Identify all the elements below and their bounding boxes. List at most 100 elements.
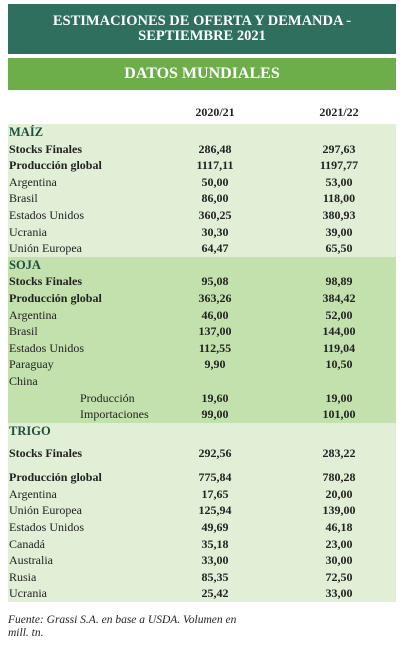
column-header-2021-22: 2021/22: [319, 105, 359, 119]
table-row: Stocks Finales 95,08 98,89: [8, 273, 396, 290]
row-value-2020-21: 292,56: [198, 446, 232, 461]
table-row: Canadá 35,18 23,00: [8, 536, 396, 553]
row-value-2021-22: 144,00: [322, 324, 356, 339]
row-label: Unión Europea: [9, 241, 82, 256]
row-value-2021-22: 30,00: [325, 553, 353, 568]
table-row: Stocks Finales 292,56 283,22: [8, 439, 396, 463]
table-row: Argentina 17,65 20,00: [8, 486, 396, 503]
section-soja: SOJA Stocks Finales 95,08 98,89 Producci…: [8, 256, 396, 423]
table-row: Rusia 85,35 72,50: [8, 569, 396, 586]
row-value-2020-21: 9,90: [204, 357, 226, 372]
row-label: Australia: [9, 553, 53, 568]
row-value-2021-22: 39,00: [325, 224, 353, 239]
row-value-2020-21: 99,00: [201, 407, 229, 422]
table-row: Brasil 86,00 118,00: [8, 190, 396, 207]
row-label: Producción global: [9, 290, 102, 305]
row-value-2021-22: 46,18: [325, 520, 353, 535]
row-value-2021-22: 23,00: [325, 536, 353, 551]
source-note: Fuente: Grassi S.A. en base a USDA. Volu…: [8, 614, 237, 640]
table-row: Argentina 46,00 52,00: [8, 307, 396, 324]
row-value-2020-21: 1117,11: [196, 158, 234, 173]
table-row: Brasil 137,00 144,00: [8, 323, 396, 340]
section-title: SOJA: [8, 257, 396, 274]
row-value-2020-21: 46,00: [201, 307, 229, 322]
table-row: Unión Europea 64,47 65,50: [8, 240, 396, 257]
row-label: Unión Europea: [9, 503, 82, 518]
table-row: Producción 19,60 19,00: [8, 390, 396, 407]
column-headers: 2020/21 2021/22: [8, 90, 396, 124]
row-label: Producción: [80, 390, 135, 405]
row-label: China: [9, 373, 38, 388]
table-row: Estados Unidos 360,25 380,93: [8, 207, 396, 224]
row-label: Argentina: [9, 307, 57, 322]
row-label: Stocks Finales: [9, 274, 83, 289]
section-maiz: MAÍZ Stocks Finales 286,48 297,63 Produc…: [8, 124, 396, 257]
table-title: ESTIMACIONES DE OFERTA Y DEMANDA - SEPTI…: [8, 4, 396, 54]
row-value-2020-21: 17,65: [201, 486, 229, 501]
row-value-2020-21: 125,94: [198, 503, 232, 518]
row-label: Canadá: [9, 536, 45, 551]
row-label: Argentina: [9, 174, 57, 189]
row-label: Rusia: [9, 569, 37, 584]
row-label: Brasil: [9, 324, 38, 339]
row-value-2020-21: 50,00: [201, 174, 229, 189]
row-value-2020-21: 25,42: [201, 586, 229, 601]
row-value-2021-22: 65,50: [325, 241, 353, 256]
row-label: Stocks Finales: [9, 446, 83, 461]
row-label: Producción global: [9, 158, 102, 173]
row-label: Ucrania: [9, 586, 47, 601]
row-value-2021-22: 119,04: [322, 340, 356, 355]
row-value-2020-21: 363,26: [198, 290, 232, 305]
row-value-2021-22: 20,00: [325, 486, 353, 501]
row-value-2020-21: 33,00: [201, 553, 229, 568]
row-label: Importaciones: [80, 407, 149, 422]
row-value-2020-21: 95,08: [201, 274, 229, 289]
table-row: Producción global 1117,11 1197,77: [8, 157, 396, 174]
row-value-2020-21: 360,25: [198, 207, 232, 222]
table-title-line1: ESTIMACIONES DE OFERTA Y DEMANDA -: [52, 13, 352, 29]
row-label: Brasil: [9, 191, 38, 206]
table-row: Producción global 775,84 780,28: [8, 469, 396, 486]
section-title-label: TRIGO: [9, 423, 51, 438]
row-value-2020-21: 286,48: [198, 141, 232, 156]
section-title: TRIGO: [8, 423, 396, 440]
row-label: Estados Unidos: [9, 340, 84, 355]
row-value-2021-22: 283,22: [322, 446, 356, 461]
row-value-2021-22: 1197,77: [319, 158, 359, 173]
row-label: Ucrania: [9, 224, 47, 239]
row-value-2020-21: 35,18: [201, 536, 229, 551]
row-label: Estados Unidos: [9, 207, 84, 222]
row-value-2021-22: 52,00: [325, 307, 353, 322]
row-value-2020-21: 137,00: [198, 324, 232, 339]
row-value-2020-21: 64,47: [201, 241, 229, 256]
row-value-2021-22: 139,00: [322, 503, 356, 518]
row-value-2021-22: 384,42: [322, 290, 356, 305]
table-row: China: [8, 373, 396, 390]
row-value-2021-22: 380,93: [322, 207, 356, 222]
row-value-2020-21: 112,55: [198, 340, 232, 355]
table-row: Australia 33,00 30,00: [8, 552, 396, 569]
row-value-2021-22: 98,89: [325, 274, 353, 289]
section-title: MAÍZ: [8, 124, 396, 141]
table-subtitle: DATOS MUNDIALES: [8, 58, 396, 90]
row-value-2021-22: 33,00: [325, 586, 353, 601]
row-value-2021-22: 297,63: [322, 141, 356, 156]
row-value-2020-21: 19,60: [201, 390, 229, 405]
row-value-2021-22: 72,50: [325, 569, 353, 584]
row-label: Stocks Finales: [9, 141, 83, 156]
row-label: Estados Unidos: [9, 520, 84, 535]
row-value-2020-21: 86,00: [201, 191, 229, 206]
row-value-2020-21: 775,84: [198, 470, 232, 485]
table-row: Importaciones 99,00 101,00: [8, 406, 396, 423]
row-value-2020-21: 30,30: [201, 224, 229, 239]
row-value-2021-22: 53,00: [325, 174, 353, 189]
table-row: Stocks Finales 286,48 297,63: [8, 141, 396, 158]
section-title-label: MAÍZ: [9, 125, 44, 139]
row-label: Producción global: [9, 470, 102, 485]
row-label: Paraguay: [9, 357, 54, 372]
row-label: Argentina: [9, 486, 57, 501]
table-row: Unión Europea 125,94 139,00: [8, 502, 396, 519]
row-value-2021-22: 780,28: [322, 470, 356, 485]
row-value-2021-22: 101,00: [322, 407, 356, 422]
section-title-label: SOJA: [9, 257, 41, 272]
